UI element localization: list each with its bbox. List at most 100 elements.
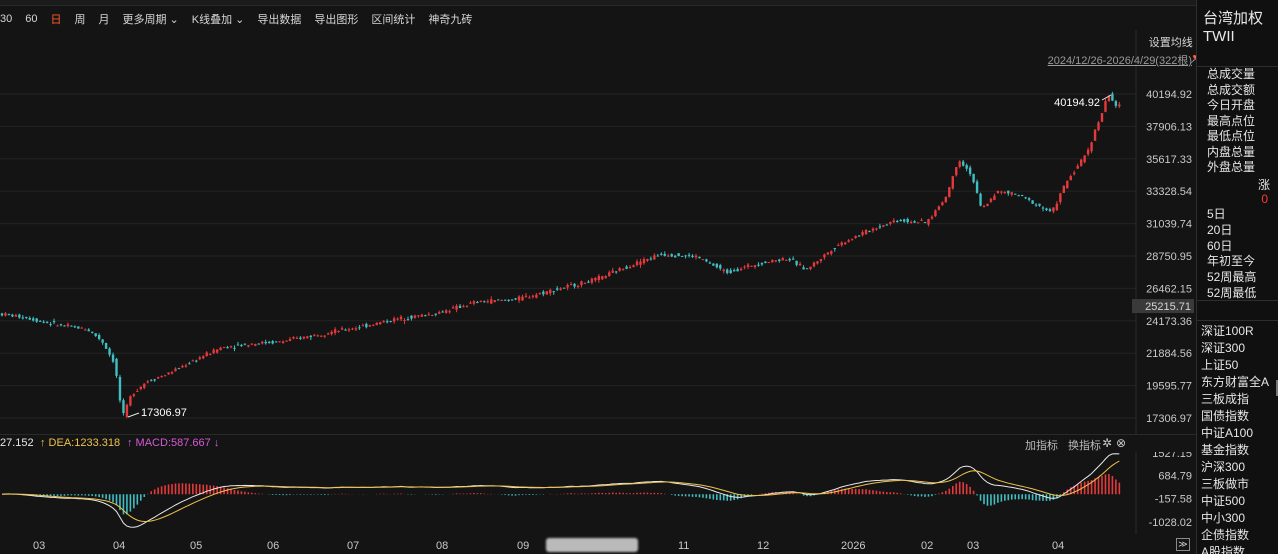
- x-tick-label: 09: [517, 540, 530, 552]
- index-item-12[interactable]: 企债指数: [1201, 528, 1250, 542]
- add-indicator-button[interactable]: 加指标: [1025, 440, 1058, 452]
- candle-body: [670, 254, 673, 257]
- candle-body: [1114, 101, 1118, 106]
- close-icon[interactable]: ⊗: [1115, 436, 1126, 450]
- candle-body: [944, 196, 948, 203]
- index-item-3[interactable]: 东方财富全A: [1201, 375, 1270, 389]
- price-tick-label: 24173.36: [1146, 316, 1192, 328]
- index-item-9[interactable]: 三板做市: [1201, 477, 1250, 491]
- index-item-5[interactable]: 国债指数: [1201, 409, 1250, 423]
- kline-chart-area[interactable]: 40194.92 37906.13 35617.33 33328.54 31039.74…: [0, 30, 1196, 434]
- candle-body: [618, 268, 621, 271]
- candle-body: [417, 315, 420, 317]
- period-tab-0[interactable]: 30: [0, 13, 13, 25]
- candle-body: [889, 222, 892, 224]
- candle-body: [500, 300, 503, 302]
- scrollbar-thumb[interactable]: [1276, 380, 1278, 396]
- candle-body: [358, 327, 361, 329]
- ma-setting-dropdown[interactable]: 设置均线 ⌄: [1148, 37, 1205, 49]
- candle-body: [122, 400, 125, 414]
- candle-body: [458, 305, 462, 309]
- x-tick-label: 04: [1052, 540, 1065, 552]
- stat-label-6: 外盘总量: [1207, 160, 1256, 174]
- rise-value: 0: [1261, 192, 1268, 206]
- period-tab-4[interactable]: 月: [98, 14, 110, 26]
- index-item-4[interactable]: 三板成指: [1201, 392, 1250, 406]
- candle-body: [726, 269, 729, 274]
- candle-body: [243, 343, 247, 345]
- candle-body: [1003, 192, 1007, 194]
- switch-indicator-button[interactable]: 换指标: [1068, 440, 1101, 452]
- candle-body: [278, 341, 281, 343]
- candle-body: [292, 336, 295, 339]
- index-item-8[interactable]: 沪深300: [1201, 460, 1246, 474]
- period-tab-3[interactable]: 周: [74, 14, 86, 26]
- candle-body: [653, 255, 656, 260]
- candle-body: [91, 331, 94, 333]
- period-tab-10[interactable]: 神奇九砖: [428, 14, 473, 26]
- candle-body: [455, 305, 458, 310]
- candle-body: [424, 315, 427, 317]
- window-top-strip: [0, 0, 1196, 6]
- blurred-overlay: [546, 538, 638, 552]
- period-tab-5[interactable]: 更多周期 ⌄: [122, 14, 179, 26]
- period-tab-1[interactable]: 60: [25, 13, 38, 25]
- period-tab-6[interactable]: K线叠加 ⌄: [191, 14, 245, 26]
- candle-body: [375, 322, 378, 326]
- candle-body: [580, 281, 583, 286]
- candle-body: [472, 301, 476, 304]
- index-item-10[interactable]: 中证500: [1201, 494, 1246, 508]
- period-tab-7[interactable]: 导出数据: [257, 14, 302, 26]
- scroll-right-button[interactable]: ≫: [1176, 538, 1190, 551]
- candle-body: [850, 239, 854, 241]
- candle-body: [861, 232, 864, 236]
- index-item-7[interactable]: 基金指数: [1201, 443, 1250, 457]
- candle-body: [271, 341, 274, 344]
- candle-body: [323, 335, 326, 337]
- candle-body: [1086, 149, 1090, 155]
- date-range-label[interactable]: 2024/12/26-2026/4/29(322根): [1047, 55, 1192, 67]
- candle-body: [934, 210, 937, 217]
- index-item-11[interactable]: 中小300: [1201, 511, 1246, 525]
- period-tab-9[interactable]: 区间统计: [371, 14, 416, 26]
- candle-body: [524, 295, 528, 297]
- candle-body: [1048, 209, 1052, 211]
- index-item-13[interactable]: A股指数: [1201, 545, 1246, 554]
- macd-chart-svg[interactable]: 1527.15 684.79 -157.58 -1028.02: [0, 452, 1196, 534]
- candle-body: [1100, 113, 1104, 122]
- index-item-1[interactable]: 深证300: [1201, 341, 1246, 355]
- candle-body: [177, 368, 181, 370]
- candle-body: [1107, 96, 1111, 102]
- candle-body: [753, 265, 757, 268]
- candle-body: [694, 255, 698, 258]
- candle-body: [878, 226, 882, 228]
- candle-body: [521, 296, 524, 301]
- candle-body: [299, 337, 302, 339]
- kline-chart-svg[interactable]: 40194.92 37906.13 35617.33 33328.54 31039.74…: [0, 30, 1196, 434]
- period-tab-8[interactable]: 导出图形: [314, 14, 359, 26]
- period-label-1: 20日: [1207, 222, 1233, 237]
- candle-body: [903, 219, 906, 222]
- candle-body: [267, 341, 271, 343]
- period-tab-2[interactable]: 日: [50, 14, 62, 26]
- candle-body: [14, 315, 18, 317]
- candle-body: [150, 379, 153, 381]
- candle-body: [1010, 192, 1013, 195]
- price-tick-label: 19595.77: [1146, 381, 1192, 393]
- candle-body: [104, 343, 108, 349]
- candle-body: [382, 321, 385, 323]
- index-item-2[interactable]: 上证50: [1201, 358, 1239, 372]
- period-label-3: 年初至今: [1207, 254, 1256, 269]
- x-tick-label: 04: [113, 540, 126, 552]
- candle-body: [594, 277, 597, 281]
- index-item-0[interactable]: 深证100R: [1201, 324, 1254, 338]
- candle-body: [32, 318, 35, 321]
- candle-body: [909, 221, 913, 223]
- index-item-6[interactable]: 中证A100: [1201, 426, 1254, 440]
- candle-body: [840, 242, 843, 246]
- candle-body: [816, 261, 819, 264]
- candle-body: [896, 220, 899, 222]
- high-label: 40194.92: [1054, 97, 1100, 109]
- candle-body: [1055, 203, 1059, 210]
- gear-icon[interactable]: ✲: [1101, 436, 1112, 450]
